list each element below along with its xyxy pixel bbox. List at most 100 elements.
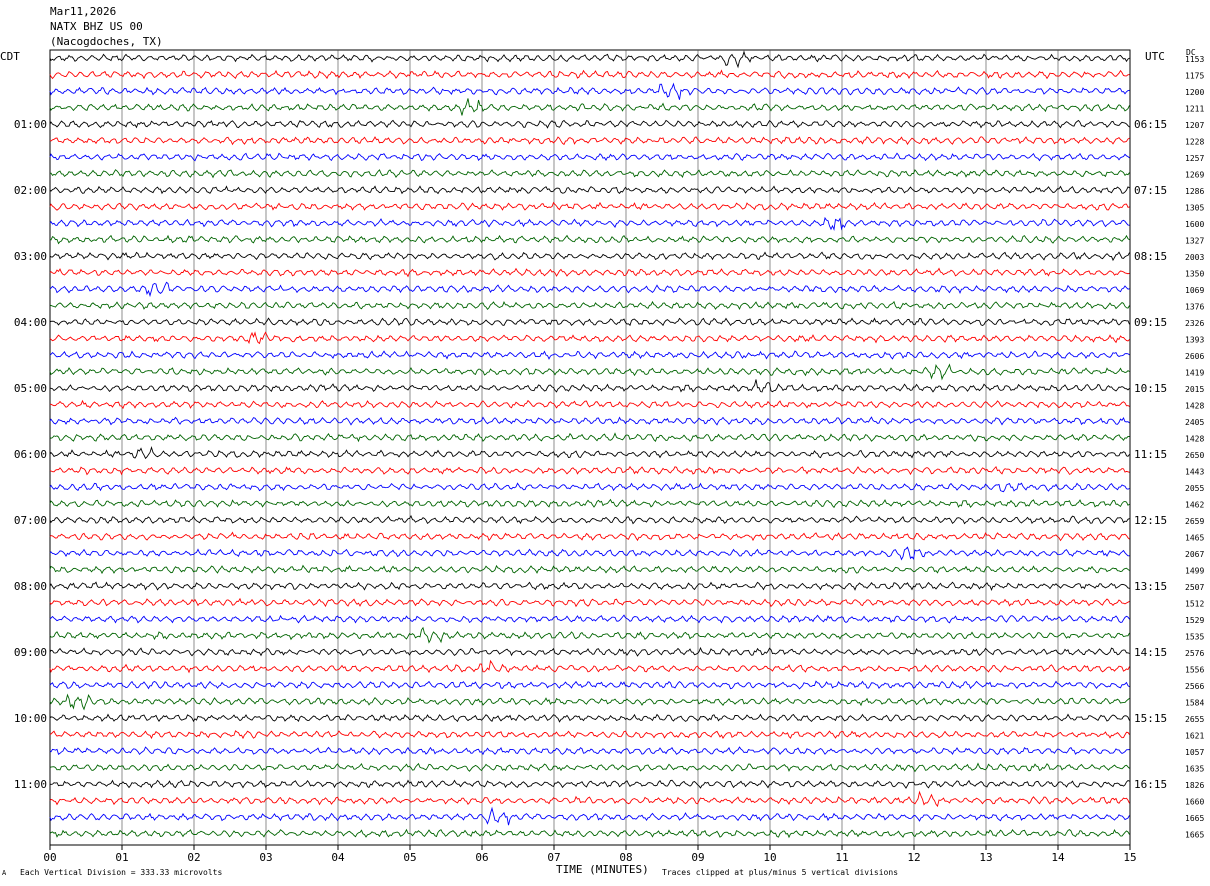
cdt-hour-label: 04:00 bbox=[14, 316, 47, 329]
cdt-hour-label: 11:00 bbox=[14, 778, 47, 791]
x-tick-label: 10 bbox=[763, 851, 776, 864]
dc-value-label: 1529 bbox=[1185, 616, 1204, 625]
x-tick-label: 08 bbox=[619, 851, 632, 864]
label-layer: 00 01 02 03 04 05 06 07 08 09 10 11 12 13 14 15 1153 1175… bbox=[14, 55, 1205, 864]
dc-value-label: 2015 bbox=[1185, 385, 1204, 394]
dc-value-label: 1419 bbox=[1185, 369, 1204, 378]
seismic-trace bbox=[49, 201, 1130, 211]
x-tick-label: 06 bbox=[475, 851, 488, 864]
location-title: (Nacogdoches, TX) bbox=[50, 35, 163, 48]
seismic-trace bbox=[49, 482, 1130, 493]
seismic-trace bbox=[49, 445, 1130, 460]
seismic-trace bbox=[49, 779, 1130, 789]
cdt-hour-label: 02:00 bbox=[14, 184, 47, 197]
cdt-hour-label: 03:00 bbox=[14, 250, 47, 263]
utc-hour-label: 13:15 bbox=[1134, 580, 1167, 593]
seismic-trace bbox=[49, 379, 1130, 393]
seismic-trace bbox=[49, 50, 1130, 69]
seismic-trace bbox=[49, 152, 1130, 162]
seismic-trace bbox=[49, 267, 1130, 278]
utc-hour-label: 09:15 bbox=[1134, 316, 1167, 329]
dc-value-label: 2067 bbox=[1185, 550, 1204, 559]
dc-value-label: 2055 bbox=[1185, 484, 1204, 493]
x-tick-label: 03 bbox=[259, 851, 272, 864]
seismic-trace bbox=[49, 762, 1130, 773]
seismic-trace bbox=[49, 185, 1130, 195]
utc-hour-label: 16:15 bbox=[1134, 778, 1167, 791]
dc-value-label: 1428 bbox=[1185, 402, 1204, 411]
dc-value-label: 2326 bbox=[1185, 319, 1204, 328]
utc-hour-label: 08:15 bbox=[1134, 250, 1167, 263]
seismic-trace bbox=[49, 514, 1130, 525]
utc-hour-label: 12:15 bbox=[1134, 514, 1167, 527]
dc-value-label: 1286 bbox=[1185, 187, 1204, 196]
dc-value-label: 1462 bbox=[1185, 501, 1204, 510]
seismic-trace bbox=[49, 693, 1130, 711]
utc-hour-label: 06:15 bbox=[1134, 118, 1167, 131]
x-tick-label: 02 bbox=[187, 851, 200, 864]
dc-value-label: 1635 bbox=[1185, 765, 1204, 774]
dc-value-label: 1621 bbox=[1185, 732, 1204, 741]
x-tick-label: 01 bbox=[115, 851, 128, 864]
station-title: NATX BHZ US 00 bbox=[50, 20, 143, 33]
seismic-trace bbox=[49, 363, 1130, 381]
dc-value-label: 2655 bbox=[1185, 715, 1204, 724]
cdt-hour-label: 06:00 bbox=[14, 448, 47, 461]
dc-value-label: 1556 bbox=[1185, 666, 1204, 675]
seismic-trace bbox=[49, 350, 1130, 360]
dc-value-label: 1153 bbox=[1185, 55, 1204, 64]
seismic-trace bbox=[49, 69, 1130, 80]
seismic-trace bbox=[49, 82, 1130, 100]
seismic-trace bbox=[49, 416, 1130, 426]
date-title: Mar11,2026 bbox=[50, 5, 117, 18]
x-tick-label: 05 bbox=[403, 851, 416, 864]
dc-value-label: 1057 bbox=[1185, 748, 1204, 757]
seismic-trace bbox=[49, 746, 1130, 756]
seismic-trace bbox=[49, 646, 1130, 657]
seismic-trace bbox=[49, 659, 1130, 674]
x-tick-label: 04 bbox=[331, 851, 345, 864]
x-tick-label: 15 bbox=[1123, 851, 1136, 864]
seismic-trace bbox=[49, 432, 1130, 443]
cdt-hour-label: 08:00 bbox=[14, 580, 47, 593]
plot-frame bbox=[49, 49, 1131, 846]
dc-value-label: 1665 bbox=[1185, 831, 1204, 840]
cdt-hour-label: 01:00 bbox=[14, 118, 47, 131]
seismic-trace bbox=[49, 564, 1130, 575]
grid-layer bbox=[49, 49, 1131, 850]
dc-value-label: 1327 bbox=[1185, 237, 1204, 246]
seismic-trace bbox=[49, 581, 1130, 592]
dc-value-label: 2507 bbox=[1185, 583, 1204, 592]
utc-hour-label: 14:15 bbox=[1134, 646, 1167, 659]
dc-value-label: 1305 bbox=[1185, 204, 1204, 213]
dc-value-label: 2606 bbox=[1185, 352, 1204, 361]
cdt-hour-label: 10:00 bbox=[14, 712, 47, 725]
dc-value-label: 2576 bbox=[1185, 649, 1204, 658]
utc-hour-label: 11:15 bbox=[1134, 448, 1167, 461]
x-tick-label: 14 bbox=[1051, 851, 1065, 864]
seismic-trace bbox=[49, 281, 1130, 298]
dc-value-label: 1069 bbox=[1185, 286, 1204, 295]
dc-column-label: DC bbox=[1186, 48, 1196, 57]
x-tick-label: 00 bbox=[43, 851, 56, 864]
dc-value-label: 1376 bbox=[1185, 303, 1204, 312]
dc-value-label: 1211 bbox=[1185, 105, 1204, 114]
x-tick-label: 07 bbox=[547, 851, 560, 864]
seismic-trace bbox=[49, 498, 1130, 509]
seismic-trace bbox=[49, 300, 1130, 310]
x-axis-title: TIME (MINUTES) bbox=[556, 863, 649, 876]
seismic-trace bbox=[49, 317, 1130, 327]
utc-hour-label: 07:15 bbox=[1134, 184, 1167, 197]
dc-value-label: 1465 bbox=[1185, 534, 1204, 543]
x-tick-label: 09 bbox=[691, 851, 704, 864]
dc-value-label: 1499 bbox=[1185, 567, 1204, 576]
seismic-trace bbox=[49, 614, 1130, 624]
dc-value-label: 1512 bbox=[1185, 600, 1204, 609]
seismic-trace bbox=[49, 828, 1130, 839]
trace-layer bbox=[49, 50, 1130, 839]
dc-value-label: 1200 bbox=[1185, 88, 1204, 97]
seismic-trace bbox=[49, 251, 1130, 262]
dc-value-label: 1826 bbox=[1185, 781, 1204, 790]
seismic-trace bbox=[49, 626, 1130, 644]
